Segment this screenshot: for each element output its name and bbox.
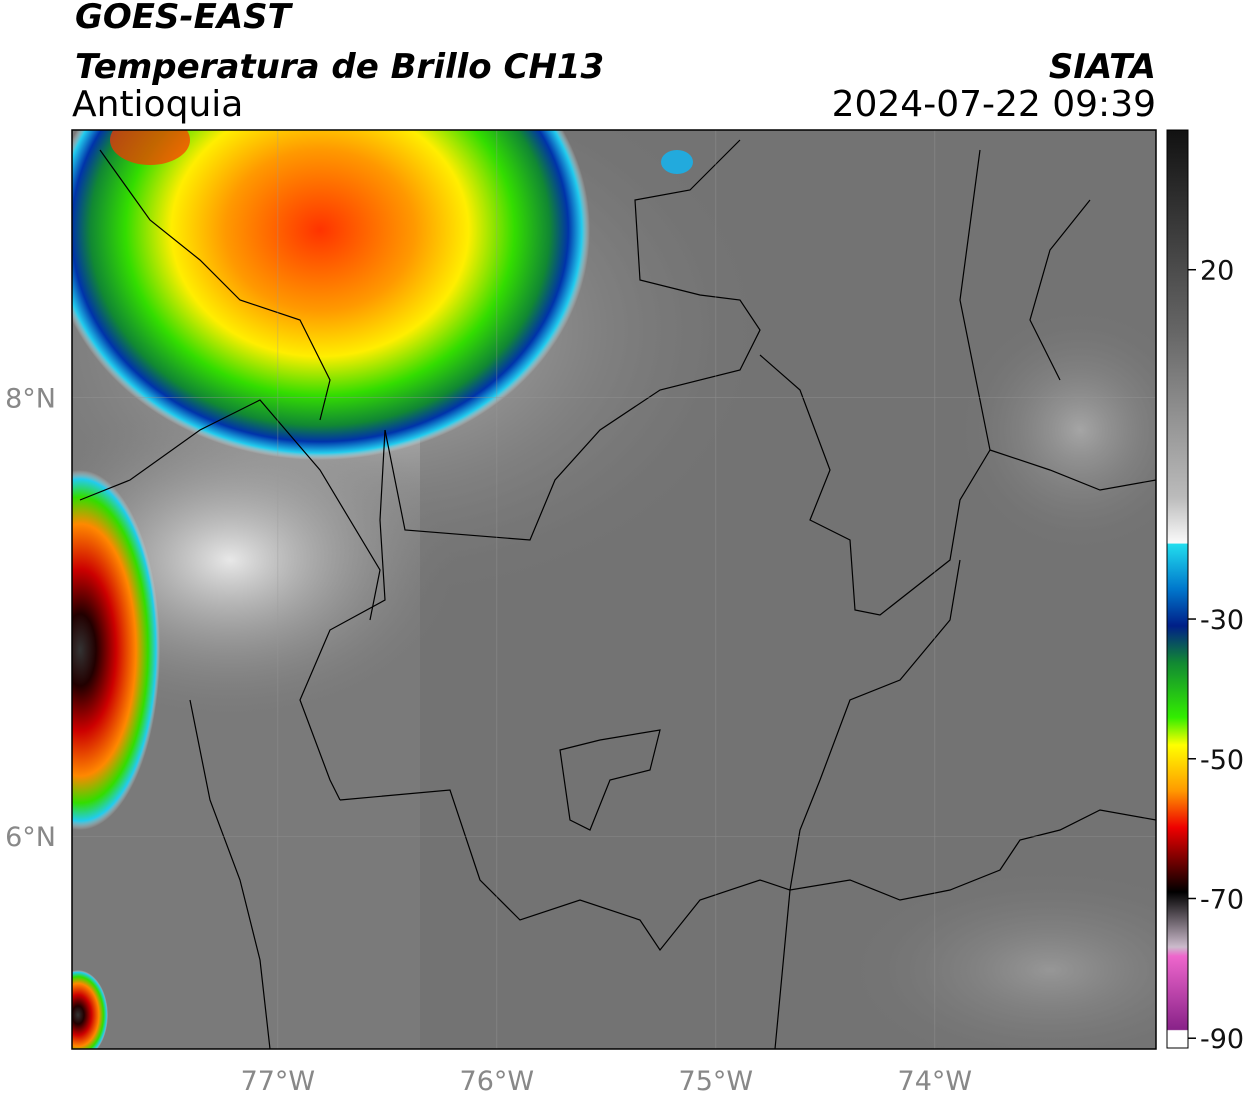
colorbar-label: -30 [1200,605,1244,636]
lon-label: 77°W [241,1066,316,1097]
datetime: 2024-07-22 09:39 [832,84,1156,125]
lon-label: 76°W [460,1066,535,1097]
boundaries [79,139,1157,1050]
satellite-image [72,130,1156,1049]
lon-label: 74°W [898,1066,973,1097]
title: GOES-EAST [75,0,294,37]
colorbar-label: 20 [1200,256,1234,287]
lat-label: 8°N [5,384,56,415]
source: SIATA [1049,47,1156,87]
map-frame [71,129,1157,1050]
colorbar [1166,129,1189,1049]
colorbar-label: -70 [1200,884,1244,915]
colorbar-label: -90 [1200,1024,1244,1055]
lat-label: 6°N [5,822,56,853]
subtitle: Temperatura de Brillo CH13 [75,47,604,87]
region: Antioquia [72,84,243,125]
lon-label: 75°W [679,1066,754,1097]
graticule [72,130,1156,1049]
colorbar-label: -50 [1200,745,1244,776]
